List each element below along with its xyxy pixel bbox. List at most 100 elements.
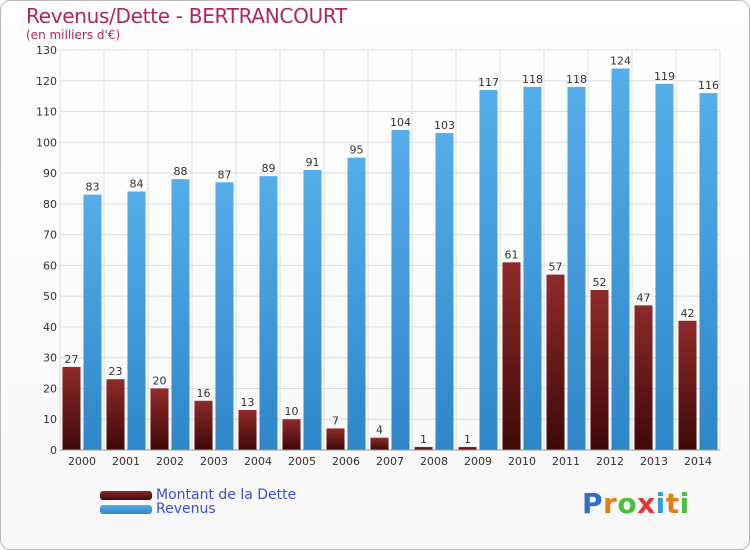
x-tick-label: 2004 xyxy=(244,455,272,468)
bar-debt xyxy=(150,388,169,450)
bar-debt xyxy=(458,446,477,450)
legend-label-revenue: Revenus xyxy=(156,501,216,517)
logo-letter: i xyxy=(679,487,690,520)
bar-revenue xyxy=(259,176,278,450)
bar-debt xyxy=(678,320,697,450)
data-label-revenue: 83 xyxy=(86,181,100,194)
data-label-debt: 47 xyxy=(637,291,651,304)
y-tick-label: 20 xyxy=(43,382,57,395)
bar-revenue xyxy=(391,130,410,450)
data-label-revenue: 103 xyxy=(434,119,455,132)
x-tick-label: 2014 xyxy=(684,455,712,468)
data-label-revenue: 87 xyxy=(218,168,232,181)
y-tick-label: 80 xyxy=(43,198,57,211)
bar-debt xyxy=(414,446,433,450)
data-label-debt: 23 xyxy=(109,365,123,378)
bar-debt xyxy=(62,366,81,450)
data-label-revenue: 124 xyxy=(610,54,631,67)
data-label-revenue: 91 xyxy=(306,156,320,169)
data-label-debt: 42 xyxy=(681,307,695,320)
bar-debt xyxy=(634,305,653,450)
data-label-debt: 4 xyxy=(376,424,383,437)
bar-debt xyxy=(282,419,301,450)
y-tick-label: 10 xyxy=(43,413,57,426)
bar-revenue xyxy=(699,93,718,451)
logo-letter: P xyxy=(582,487,604,520)
bar-debt xyxy=(546,274,565,450)
bar-revenue xyxy=(83,194,102,450)
x-tick-label: 2005 xyxy=(288,455,316,468)
data-label-debt: 1 xyxy=(420,433,427,446)
data-label-revenue: 89 xyxy=(262,162,276,175)
bar-debt xyxy=(326,428,345,450)
data-label-debt: 61 xyxy=(505,248,519,261)
data-label-revenue: 116 xyxy=(698,79,719,92)
data-label-debt: 7 xyxy=(332,414,339,427)
y-tick-label: 120 xyxy=(36,75,57,88)
bar-revenue xyxy=(479,90,498,450)
chart-subtitle: (en milliers d'€) xyxy=(26,28,121,42)
y-tick-label: 30 xyxy=(43,352,57,365)
bar-revenue xyxy=(435,133,454,451)
bar-debt xyxy=(194,400,213,450)
data-label-debt: 52 xyxy=(593,276,607,289)
x-tick-label: 2001 xyxy=(112,455,140,468)
data-label-debt: 1 xyxy=(464,433,471,446)
legend-label-debt: Montant de la Dette xyxy=(156,487,297,503)
x-tick-label: 2008 xyxy=(420,455,448,468)
data-label-revenue: 119 xyxy=(654,70,675,83)
x-tick-label: 2003 xyxy=(200,455,228,468)
logo-letter: i xyxy=(655,487,666,520)
data-label-revenue: 118 xyxy=(566,73,587,86)
x-tick-label: 2006 xyxy=(332,455,360,468)
proxiti-logo: Proxiti xyxy=(582,487,690,520)
data-label-revenue: 95 xyxy=(350,144,364,157)
x-tick-label: 2007 xyxy=(376,455,404,468)
x-tick-label: 2012 xyxy=(596,455,624,468)
data-label-debt: 16 xyxy=(197,387,211,400)
bar-revenue xyxy=(171,179,190,450)
bar-debt xyxy=(370,437,389,450)
data-label-revenue: 104 xyxy=(390,116,411,129)
y-tick-label: 70 xyxy=(43,229,57,242)
y-tick-label: 60 xyxy=(43,259,57,272)
y-tick-label: 100 xyxy=(36,136,57,149)
x-tick-label: 2010 xyxy=(508,455,536,468)
bar-revenue xyxy=(523,86,542,450)
x-tick-label: 2013 xyxy=(640,455,668,468)
bar-revenue xyxy=(347,157,366,450)
data-label-debt: 13 xyxy=(241,396,255,409)
y-tick-label: 110 xyxy=(36,106,57,119)
bar-revenue xyxy=(611,68,630,450)
legend-item-revenue: Revenus xyxy=(100,501,216,517)
x-tick-label: 2011 xyxy=(552,455,580,468)
x-tick-label: 2002 xyxy=(156,455,184,468)
bar-revenue xyxy=(215,182,234,451)
x-tick-label: 2009 xyxy=(464,455,492,468)
legend-swatch-debt xyxy=(100,490,152,500)
y-tick-label: 40 xyxy=(43,321,57,334)
data-label-revenue: 88 xyxy=(174,165,188,178)
data-label-debt: 10 xyxy=(285,405,299,418)
y-tick-label: 90 xyxy=(43,167,57,180)
bar-debt xyxy=(502,262,521,450)
logo-letter: x xyxy=(637,487,656,520)
bar-debt xyxy=(106,379,125,450)
bar-revenue xyxy=(655,83,674,450)
logo-letter: t xyxy=(665,487,680,520)
x-tick-label: 2000 xyxy=(68,455,96,468)
logo-letter: o xyxy=(617,487,638,520)
data-label-revenue: 117 xyxy=(478,76,499,89)
bar-debt xyxy=(590,290,609,450)
y-tick-label: 0 xyxy=(50,444,57,457)
bar-revenue xyxy=(127,191,146,451)
data-label-revenue: 118 xyxy=(522,73,543,86)
y-tick-label: 50 xyxy=(43,290,57,303)
y-tick-label: 130 xyxy=(36,44,57,57)
data-label-debt: 20 xyxy=(153,374,167,387)
data-label-debt: 27 xyxy=(65,353,79,366)
legend-item-debt: Montant de la Dette xyxy=(100,487,297,503)
bar-revenue xyxy=(567,86,586,450)
bar-revenue xyxy=(303,170,322,450)
